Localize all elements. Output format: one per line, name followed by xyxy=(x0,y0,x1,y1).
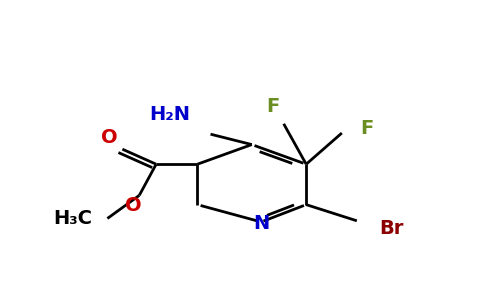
Text: H₂N: H₂N xyxy=(149,105,190,124)
Text: O: O xyxy=(125,196,142,215)
Text: F: F xyxy=(361,119,374,138)
Text: H₃C: H₃C xyxy=(53,209,92,228)
Text: Br: Br xyxy=(379,219,404,238)
Text: O: O xyxy=(101,128,118,147)
Text: F: F xyxy=(266,97,279,116)
Text: N: N xyxy=(253,214,269,232)
